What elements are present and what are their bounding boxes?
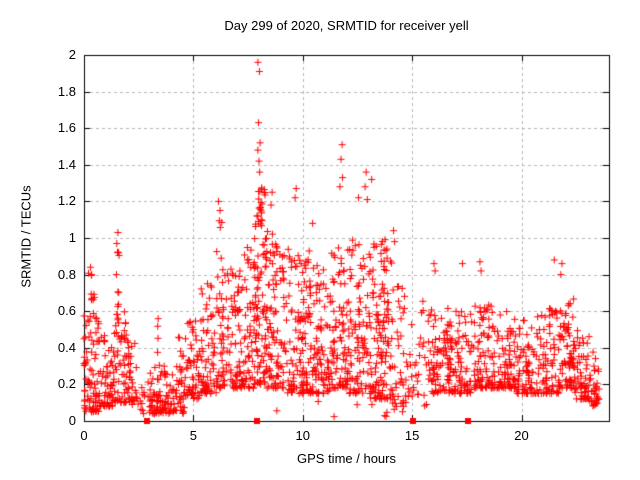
y-tick-label: 1.4 [57, 156, 76, 172]
x-tick-label: 5 [189, 428, 197, 443]
y-tick-label: 0.4 [57, 339, 76, 355]
y-tick-label: 0.2 [57, 376, 76, 392]
y-tick-label: 0.8 [57, 266, 76, 282]
y-tick-label: 1.6 [57, 120, 76, 136]
x-tick-label: 10 [295, 428, 310, 443]
y-tick-label: 0 [68, 413, 76, 428]
y-tick-label: 2 [68, 47, 76, 62]
chart-title: Day 299 of 2020, SRMTID for receiver yel… [224, 18, 469, 33]
x-tick-label: 20 [514, 428, 529, 443]
x-axis-title: GPS time / hours [297, 451, 396, 466]
x-tick-label: 15 [404, 428, 420, 443]
y-tick-label: 1 [68, 230, 76, 245]
y-tick-label: 0.6 [57, 303, 76, 319]
y-tick-label: 1.2 [57, 193, 76, 209]
x-tick-label: 0 [80, 428, 88, 443]
y-tick-label: 1.8 [57, 83, 76, 99]
